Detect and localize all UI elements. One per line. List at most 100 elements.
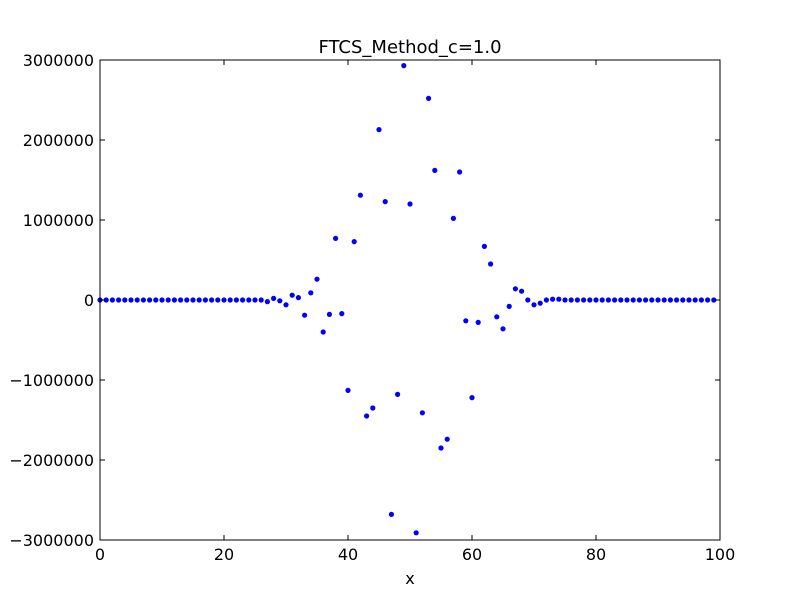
data-point (264, 299, 270, 305)
data-point (630, 297, 636, 303)
data-point (122, 297, 128, 303)
data-point (612, 297, 618, 303)
data-point (221, 297, 227, 303)
data-point (550, 296, 556, 302)
data-point (171, 297, 177, 303)
data-point (401, 63, 407, 69)
data-point (519, 288, 525, 294)
data-point (140, 297, 146, 303)
x-tick-label: 20 (214, 545, 234, 564)
data-point (165, 297, 171, 303)
plot-frame (99, 59, 721, 541)
y-tick-label: −3000000 (9, 531, 94, 550)
data-point (605, 297, 612, 303)
data-point (562, 297, 568, 303)
data-point (587, 297, 593, 303)
data-point (190, 297, 196, 303)
data-point (128, 297, 134, 303)
y-tick-label: 0 (84, 291, 94, 310)
data-point (407, 201, 413, 207)
data-point (574, 297, 581, 303)
data-point (698, 297, 705, 303)
data-point (345, 387, 351, 393)
data-point (209, 297, 215, 303)
data-point (308, 290, 314, 296)
data-point (494, 314, 500, 320)
data-point (388, 511, 394, 517)
data-point (649, 297, 655, 303)
data-point (667, 297, 674, 303)
data-point (593, 297, 599, 303)
data-point (599, 297, 605, 303)
data-point (711, 297, 717, 303)
data-point (314, 276, 320, 282)
data-point (475, 319, 481, 325)
x-tick-label: 40 (338, 545, 358, 564)
data-point (320, 329, 326, 335)
data-point (357, 192, 363, 198)
data-point (618, 297, 624, 303)
data-point (506, 303, 512, 309)
data-point (643, 297, 649, 303)
data-point (103, 297, 109, 303)
x-tick-label: 80 (586, 545, 606, 564)
y-tick-label: 1000000 (23, 211, 94, 230)
chart-title: FTCS_Method_c=1.0 (318, 37, 501, 58)
data-point (450, 215, 456, 221)
data-point (581, 297, 587, 303)
data-point (537, 300, 543, 306)
data-point (258, 297, 264, 303)
data-point (277, 298, 283, 304)
data-point (568, 297, 574, 303)
data-point (252, 297, 258, 303)
data-point (134, 297, 140, 303)
y-tick-label: 3000000 (23, 51, 94, 70)
data-point (556, 296, 562, 302)
data-point (153, 297, 159, 303)
data-point (531, 302, 537, 308)
data-point (686, 297, 692, 303)
data-point (680, 297, 686, 303)
data-point (326, 311, 332, 317)
data-point (488, 261, 494, 267)
x-tick-label: 60 (462, 545, 482, 564)
data-point (339, 311, 345, 317)
data-point (196, 297, 202, 303)
data-point (444, 436, 450, 442)
x-tick-label: 100 (705, 545, 736, 564)
axis-ticks: 0 20 40 60 80 100 −3000000 −2000000 −1000000 0 100… (9, 51, 735, 564)
data-point (382, 199, 388, 205)
data-point (159, 297, 165, 303)
data-point (636, 297, 643, 303)
data-point (178, 297, 184, 303)
data-point (457, 169, 463, 175)
data-point (624, 297, 630, 303)
y-tick-label: −1000000 (9, 371, 94, 390)
data-point (543, 297, 550, 303)
data-point (109, 297, 115, 303)
data-point (215, 297, 221, 303)
data-point (661, 297, 667, 303)
data-points (97, 63, 717, 536)
x-tick-label: 0 (95, 545, 105, 564)
y-tick-label: 2000000 (23, 131, 94, 150)
data-point (302, 312, 308, 318)
data-point (469, 395, 475, 401)
data-point (395, 391, 401, 397)
x-axis-label: x (405, 569, 414, 588)
data-point (500, 326, 506, 332)
data-point (426, 95, 432, 101)
data-point (246, 297, 252, 303)
data-point (419, 410, 425, 416)
y-tick-label: −2000000 (9, 451, 94, 470)
data-point (481, 243, 487, 249)
data-point (202, 297, 208, 303)
data-point (432, 167, 438, 173)
data-point (240, 297, 246, 303)
data-point (438, 445, 444, 451)
data-point (116, 297, 122, 303)
data-point (364, 413, 370, 419)
data-point (271, 295, 277, 301)
data-point (674, 297, 680, 303)
